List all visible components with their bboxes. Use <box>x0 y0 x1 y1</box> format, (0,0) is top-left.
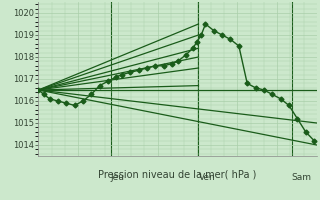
Text: Ven: Ven <box>198 173 215 182</box>
X-axis label: Pression niveau de la mer( hPa ): Pression niveau de la mer( hPa ) <box>99 170 257 180</box>
Text: Sam: Sam <box>292 173 312 182</box>
Text: Jeu: Jeu <box>111 173 125 182</box>
